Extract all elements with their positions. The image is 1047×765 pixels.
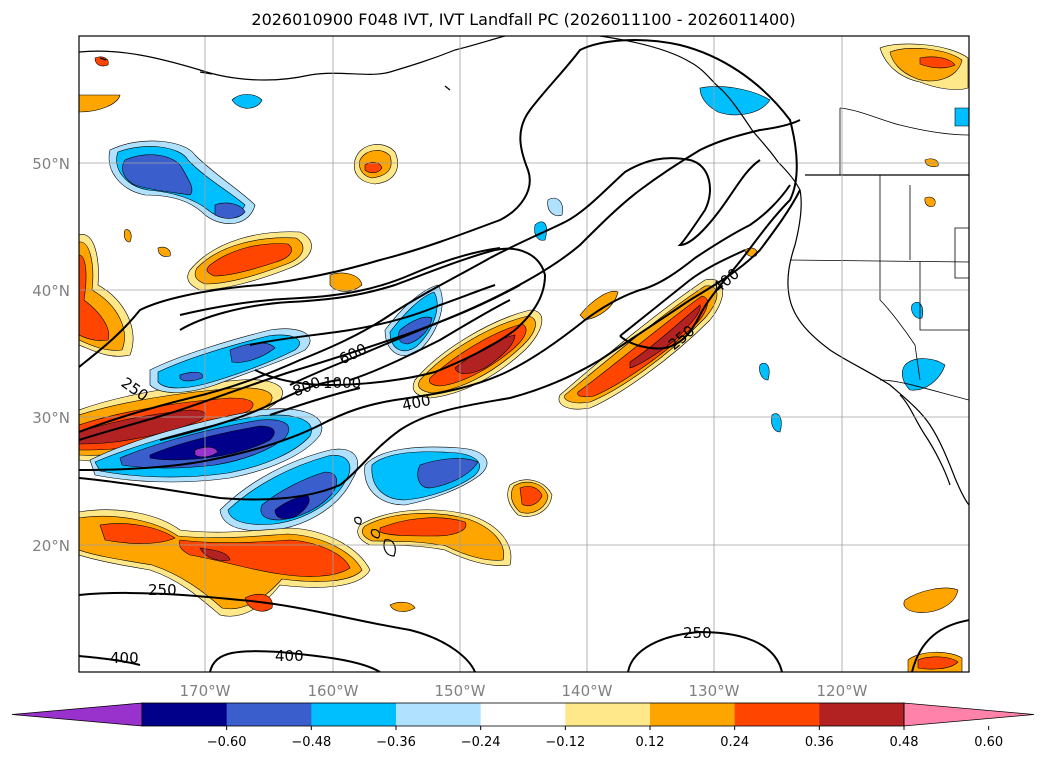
colorbar-segment (734, 703, 820, 726)
lon-label: 120°W (817, 682, 868, 700)
contour-label: 400 (401, 391, 433, 415)
colorbar-tick-label: −0.12 (545, 735, 585, 750)
colorbar-extend-high (903, 702, 1035, 727)
colorbar-tick-label: −0.24 (461, 735, 501, 750)
ivt-contours (79, 39, 969, 672)
contour-label: 400 (275, 647, 304, 665)
colorbar-segment (650, 703, 736, 726)
lon-label: 130°W (689, 682, 740, 700)
colorbar-tick-label: 0.24 (720, 735, 749, 750)
map-frame (78, 35, 970, 673)
map-title: 2026010900 F048 IVT, IVT Landfall PC (20… (251, 10, 796, 29)
colorbar-tick-label: 0.48 (890, 735, 919, 750)
colorbar-tick-label: 0.60 (974, 735, 1003, 750)
latitude-labels: 50°N 40°N 30°N 20°N (32, 155, 70, 555)
colorbar-tick-label: 0.12 (636, 735, 665, 750)
colorbar-tick-label: −0.36 (376, 735, 416, 750)
lat-label: 20°N (32, 537, 70, 555)
colorbar-frame (141, 702, 905, 727)
contour-label: 250 (683, 624, 712, 642)
lon-label: 150°W (435, 682, 486, 700)
colorbar-segment (142, 703, 228, 726)
lat-label: 30°N (32, 409, 70, 427)
longitude-labels: 170°W 160°W 150°W 140°W 130°W 120°W (180, 682, 868, 700)
colorbar: −0.60 −0.48 −0.36 −0.24 −0.12 0.12 0.24 0.36 0.4… (11, 702, 1035, 750)
lon-label: 170°W (180, 682, 231, 700)
colorbar-segment (311, 703, 397, 726)
colorbar-segment (480, 703, 566, 726)
lat-label: 40°N (32, 282, 70, 300)
colorbar-tick-label: 0.36 (805, 735, 834, 750)
contour-label: 1000 (323, 374, 361, 392)
contour-label: 250 (148, 581, 177, 599)
lat-label: 50°N (32, 155, 70, 173)
lon-label: 140°W (562, 682, 613, 700)
lon-label: 160°W (308, 682, 359, 700)
colorbar-tick-label: −0.48 (291, 735, 331, 750)
colorbar-extend-low (11, 702, 143, 727)
contour-label: 400 (110, 649, 139, 667)
colorbar-tick-label: −0.60 (207, 735, 247, 750)
colorbar-segment (226, 703, 312, 726)
colorbar-segment (396, 703, 482, 726)
colorbar-segment (565, 703, 651, 726)
graticule (79, 36, 969, 672)
colorbar-segment (819, 703, 905, 726)
